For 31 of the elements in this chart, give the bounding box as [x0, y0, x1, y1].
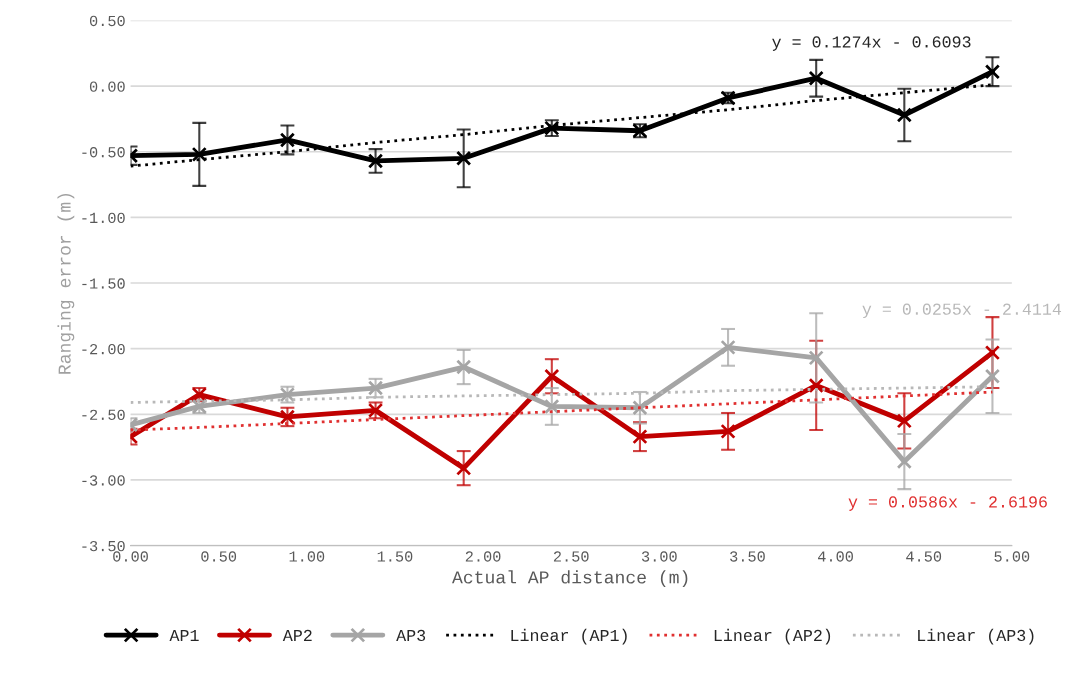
legend-label: AP1 — [169, 629, 199, 641]
y-tick-label: 0.00 — [89, 81, 125, 92]
annotation: y = 0.0586x - 2.6196 — [848, 496, 1047, 511]
y-tick-label: -0.50 — [82, 147, 125, 158]
x-tick-label: 2.00 — [465, 551, 501, 562]
y-axis-title: Ranging error (m) — [57, 193, 75, 374]
x-axis-title: Actual AP distance (m) — [452, 570, 688, 588]
y-tick-label: -1.00 — [82, 212, 125, 224]
annotation: y = 0.0255x - 2.4114 — [862, 303, 1062, 319]
legend-label: Linear (AP2) — [714, 628, 831, 645]
y-tick-label: -3.50 — [82, 540, 125, 552]
legend-label: AP2 — [282, 629, 312, 641]
x-tick-label: 1.50 — [377, 551, 413, 562]
x-tick-label: 1.00 — [289, 551, 325, 562]
y-tick-label: -3.00 — [82, 475, 125, 486]
y-tick-label: -2.00 — [82, 343, 125, 355]
x-tick-label: 4.50 — [906, 551, 942, 562]
x-tick-label: 0.00 — [113, 551, 148, 562]
legend-label: Linear (AP3) — [918, 628, 1034, 645]
x-tick-label: 4.00 — [818, 551, 853, 562]
x-tick-label: 2.50 — [553, 551, 589, 562]
legend-label: Linear (AP1) — [511, 628, 627, 645]
legend-label: AP3 — [396, 629, 426, 642]
y-tick-label: -1.50 — [82, 278, 125, 289]
x-tick-label: 3.50 — [730, 551, 765, 562]
y-tick-label: -2.50 — [82, 409, 125, 420]
x-tick-label: 3.00 — [641, 551, 677, 562]
x-tick-label: 0.50 — [201, 551, 237, 562]
annotation: y = 0.1274x - 0.6093 — [772, 36, 971, 51]
x-tick-label: 5.00 — [994, 551, 1030, 562]
y-tick-label: 0.50 — [89, 15, 125, 27]
